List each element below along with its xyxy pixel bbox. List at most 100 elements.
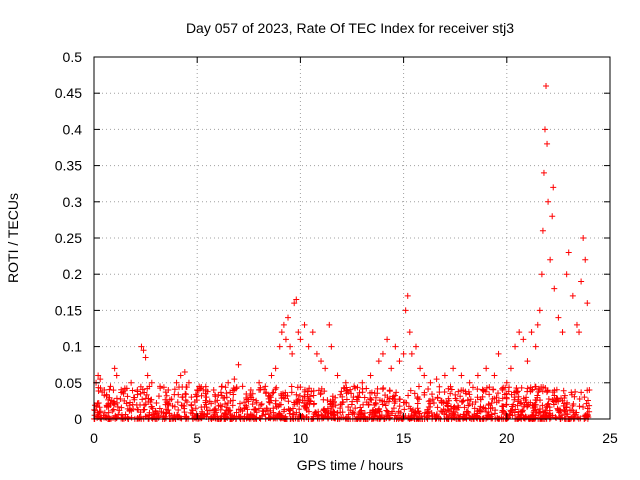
data-point [534,321,541,328]
noise-mark [188,401,195,408]
noise-mark [535,410,542,417]
data-point [559,329,566,336]
data-point [507,365,514,372]
data-point [538,271,545,278]
noise-mark [415,408,422,415]
noise-mark [414,400,421,407]
data-point [157,383,164,390]
noise-mark [353,396,360,403]
data-point [375,358,382,365]
noise-mark [482,405,489,412]
noise-mark [337,405,344,412]
noise-mark [382,402,389,409]
data-point [584,300,591,307]
noise-mark [430,399,437,406]
noise-mark [401,406,408,413]
noise-mark [582,413,589,420]
noise-mark [253,397,260,404]
noise-mark [292,415,299,422]
noise-mark [561,400,568,407]
noise-mark [394,414,401,421]
data-point [540,169,547,176]
noise-mark [247,411,254,418]
noise-mark [519,408,526,415]
noise-mark [542,385,549,392]
noise-mark [267,407,274,414]
x-tick-label: 25 [602,430,618,446]
noise-mark [586,402,593,409]
noise-mark [306,400,313,407]
y-tick-label: 0.2 [63,266,83,282]
data-point [272,365,279,372]
noise-mark [414,395,421,402]
data-point [328,343,335,350]
data-point [580,235,587,241]
noise-mark [181,405,188,412]
noise-mark [202,397,209,404]
noise-mark [330,409,337,416]
noise-mark [304,388,311,395]
noise-mark [383,398,390,405]
data-point [491,372,498,379]
noise-mark [576,396,583,403]
y-tick-label: 0.45 [55,85,82,101]
noise-mark [395,410,402,417]
noise-mark [586,408,593,415]
noise-mark [535,385,542,392]
data-point [565,249,572,256]
data-point [313,350,320,357]
y-tick-label: 0.15 [55,302,82,318]
noise-mark [280,408,287,415]
noise-mark [531,402,538,409]
noise-mark [422,409,429,416]
noise-mark [508,403,515,410]
noise-mark [506,384,513,391]
x-tick-label: 15 [396,430,412,446]
noise-mark [537,414,544,421]
noise-mark [448,386,455,393]
noise-mark [293,391,300,398]
data-point [563,271,570,278]
noise-mark [356,409,363,416]
noise-mark [311,411,318,418]
noise-mark [110,406,117,413]
noise-mark [171,386,178,393]
data-point [528,329,535,336]
noise-mark [164,401,171,408]
noise-mark [137,390,144,397]
noise-mark [436,383,443,390]
noise-mark [463,415,470,422]
noise-mark [337,391,344,398]
data-point [142,354,149,361]
y-tick-label: 0 [74,411,82,427]
noise-mark [223,404,230,411]
noise-mark [148,396,155,403]
noise-mark [361,394,368,401]
noise-mark [103,414,110,421]
data-point [262,383,269,390]
noise-mark [543,413,550,420]
noise-mark [131,394,138,401]
data-point [483,365,490,372]
data-point [177,372,184,379]
x-axis-label: GPS time / hours [297,457,404,473]
noise-mark [279,390,286,397]
noise-mark [226,407,233,414]
noise-mark [563,411,570,418]
data-point [532,343,539,350]
noise-mark [461,404,468,411]
noise-mark [306,385,313,392]
data-point [551,285,558,292]
noise-mark [560,387,567,394]
x-tick-label: 0 [90,430,98,446]
noise-mark [542,409,549,416]
data-point [421,372,428,379]
noise-mark [450,410,457,417]
noise-mark [372,394,379,401]
noise-mark [146,412,153,419]
data-point [412,343,419,350]
data-point [111,365,118,372]
noise-mark [141,389,148,396]
noise-mark [320,407,327,414]
noise-mark [393,389,400,396]
